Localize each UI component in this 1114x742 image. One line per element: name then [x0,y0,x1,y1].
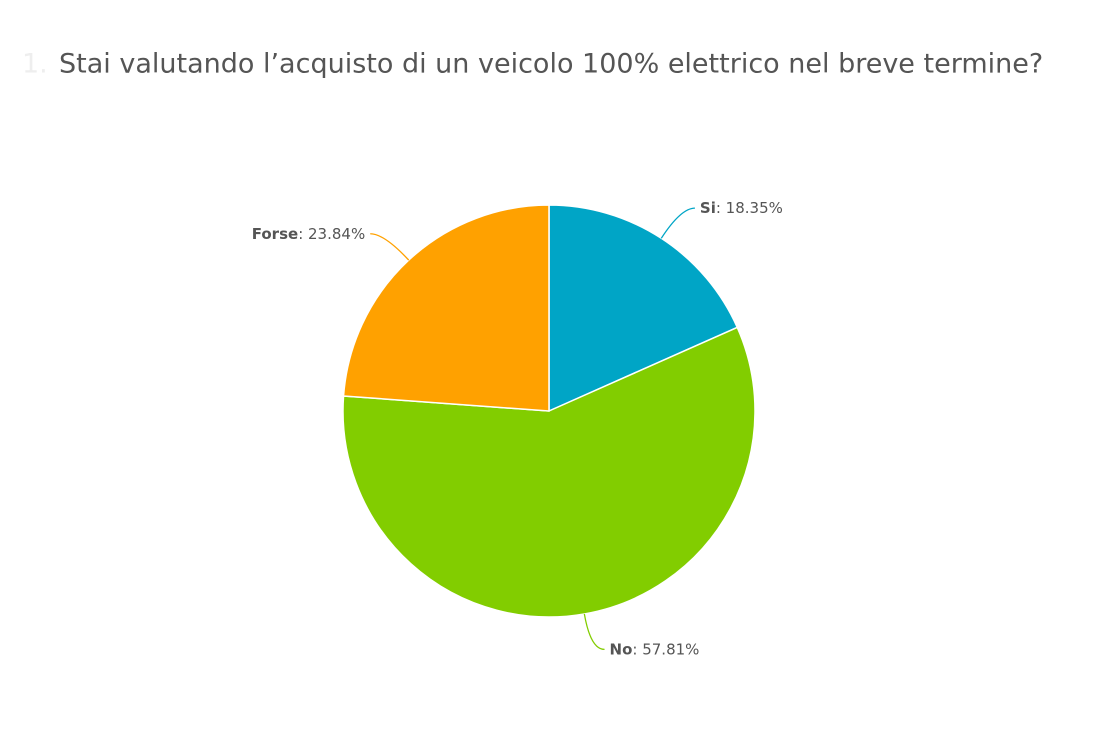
data-label: Forse: 23.84% [252,224,365,242]
connector [583,613,605,651]
chart-title: Stai valutando l’acquisto di un veicolo … [59,49,1043,80]
data-label: No: 57.81% [610,640,700,658]
connector [370,233,410,261]
data-label: Si: 18.35% [700,199,783,217]
data-label-value: : 18.35% [716,199,783,217]
connector [660,207,695,239]
data-label-value: : 57.81% [632,640,699,658]
pie-slice [342,326,756,618]
data-label-name: Forse [252,224,298,242]
data-label-value: : 23.84% [298,224,365,242]
pie-slice [342,204,550,412]
data-label-name: Si [700,199,716,217]
data-label-name: No [610,640,633,658]
question-number: 1. [22,49,48,80]
